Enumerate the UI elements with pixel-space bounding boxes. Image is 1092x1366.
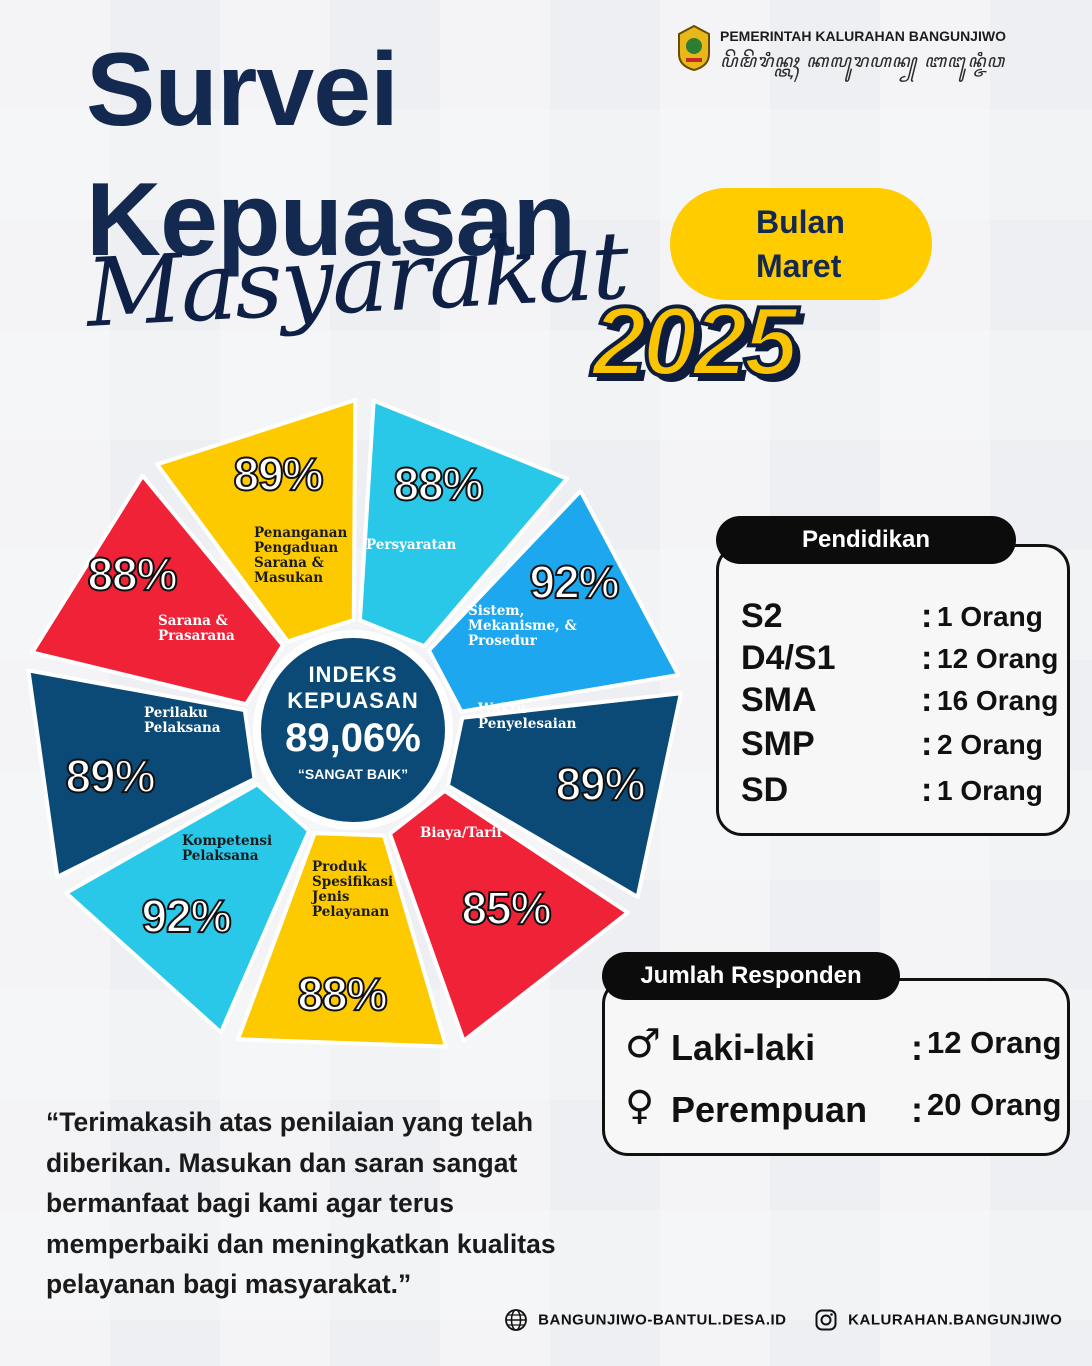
education-title: Pendidikan — [716, 516, 1016, 564]
education-count: 1 Orang — [937, 601, 1043, 632]
wheel-segment — [235, 831, 449, 1049]
respondent-label: Laki-laki — [671, 1027, 816, 1068]
education-panel: S2 : 1 Orang D4/S1 : 12 Orang SMA : 16 O… — [716, 544, 1070, 836]
education-level: SMA — [741, 681, 817, 719]
wheel-segment — [26, 668, 257, 879]
segment-percent-persyaratan: 88% — [392, 457, 484, 511]
segment-label-perilaku: Perilaku Pelaksana — [144, 705, 221, 736]
wheel-segment — [64, 782, 311, 1035]
footer-instagram[interactable]: KALURAHAN.BANGUNJIWO — [814, 1308, 1062, 1338]
education-row: SMA : 16 Orang — [741, 681, 1061, 725]
segment-label-sistem: Sistem, Mekanisme, & Prosedur — [468, 603, 577, 649]
website-text: BANGUNJIWO-BANTUL.DESA.ID — [538, 1311, 787, 1329]
segment-percent-kompetensi: 92% — [140, 889, 232, 943]
segment-percent-biaya: 85% — [460, 881, 552, 935]
segment-label-produk: Produk Spesifikasi Jenis Pelayanan — [312, 859, 394, 920]
globe-icon — [505, 1309, 527, 1331]
respondent-panel: ♂ Laki-laki : 12 Orang ♀ Perempuan : 20 … — [602, 978, 1070, 1156]
respondent-colon: : — [911, 1089, 923, 1130]
bantul-emblem-icon — [678, 24, 710, 72]
education-count: 12 Orang — [937, 643, 1059, 674]
education-level: SMP — [741, 725, 815, 763]
male-icon: ♂ — [625, 1021, 661, 1067]
segment-percent-waktu: 89% — [554, 757, 646, 811]
education-count: 2 Orang — [937, 729, 1043, 760]
wheel-segment — [426, 489, 681, 714]
education-colon: : — [921, 681, 933, 719]
footer-website[interactable]: BANGUNJIWO-BANTUL.DESA.ID — [504, 1308, 787, 1338]
segment-label-waktu: Waktu Penyelesaian — [478, 701, 577, 732]
segment-percent-sarana: 88% — [86, 547, 178, 601]
segment-percent-sistem: 92% — [528, 555, 620, 609]
title-year: 2025 — [590, 286, 800, 396]
government-header: PEMERINTAH KALURAHAN BANGUNJIWO ꦥꦼꦩꦼꦫꦶꦤ꧀… — [676, 22, 1056, 78]
title-line-2: Kepuasan — [86, 162, 576, 278]
respondent-row-female: ♀ Perempuan : 20 Orang — [625, 1083, 1065, 1139]
respondent-row-male: ♂ Laki-laki : 12 Orang — [625, 1021, 1065, 1077]
javanese-script: ꦥꦼꦩꦼꦫꦶꦤ꧀ꦠꦃ ꦏꦭꦸꦫꦲꦤ꧀ ꦧꦔꦸꦤ꧀ꦗꦶꦮ — [720, 51, 1005, 72]
respondent-count: 12 Orang — [927, 1025, 1062, 1060]
education-count: 16 Orang — [937, 685, 1059, 716]
wheel-segment — [387, 788, 630, 1043]
wheel-segment — [30, 473, 285, 707]
government-name: PEMERINTAH KALURAHAN BANGUNJIWO — [720, 28, 1006, 44]
segment-percent-perilaku: 89% — [64, 749, 156, 803]
satisfaction-index-hub: INDEKS KEPUASAN 89,06% “SANGAT BAIK” — [253, 630, 453, 830]
instagram-text: KALURAHAN.BANGUNJIWO — [848, 1311, 1063, 1329]
education-level: SD — [741, 771, 789, 809]
wheel-segment — [445, 691, 683, 899]
segment-label-sarana: Sarana & Prasarana — [158, 613, 235, 644]
index-heading-1: INDEKS — [308, 662, 398, 687]
segment-label-biaya: Biaya/Tarif — [420, 825, 503, 841]
education-colon: : — [921, 771, 933, 809]
index-rating: “SANGAT BAIK” — [297, 766, 409, 782]
education-row: SD : 1 Orang — [741, 771, 1061, 815]
education-level: D4/S1 — [741, 639, 836, 677]
instagram-icon — [815, 1309, 837, 1331]
education-colon: : — [921, 597, 933, 635]
female-icon: ♀ — [625, 1083, 655, 1129]
segment-label-kompetensi: Kompetensi Pelaksana — [182, 833, 273, 864]
segment-label-penanganan: Penanganan Pengaduan Sarana & Masukan — [254, 525, 348, 586]
respondent-label: Perempuan — [671, 1089, 868, 1130]
index-heading-2: KEPUASAN — [287, 688, 419, 713]
education-count: 1 Orang — [937, 775, 1043, 806]
thank-you-quote: “Terimakasih atas penilaian yang telah d… — [46, 1107, 556, 1299]
index-value: 89,06% — [285, 716, 421, 760]
month-line-2: Maret — [756, 248, 842, 284]
education-row: SMP : 2 Orang — [741, 725, 1061, 769]
wheel-segments — [26, 398, 683, 1049]
education-colon: : — [921, 725, 933, 763]
education-row: S2 : 1 Orang — [741, 597, 1061, 641]
education-row: D4/S1 : 12 Orang — [741, 639, 1061, 683]
segment-label-persyaratan: Persyaratan — [366, 537, 457, 553]
month-badge: Bulan Maret — [670, 188, 932, 300]
segment-percent-produk: 88% — [296, 967, 388, 1021]
wheel-segment — [357, 398, 569, 649]
education-colon: : — [921, 639, 933, 677]
month-line-1: Bulan — [756, 204, 845, 240]
respondent-colon: : — [911, 1027, 923, 1068]
segment-percent-penanganan: 89% — [232, 447, 324, 501]
wheel-segment — [155, 398, 358, 644]
respondent-title: Jumlah Responden — [602, 952, 900, 1000]
education-level: S2 — [741, 597, 783, 635]
title-line-3: Masyarakat — [83, 211, 630, 349]
title-line-1: Survei — [86, 32, 399, 148]
respondent-count: 20 Orang — [927, 1087, 1062, 1122]
satisfaction-wheel: 88% Persyaratan 92% Sistem, Mekanisme, &… — [0, 380, 700, 1080]
